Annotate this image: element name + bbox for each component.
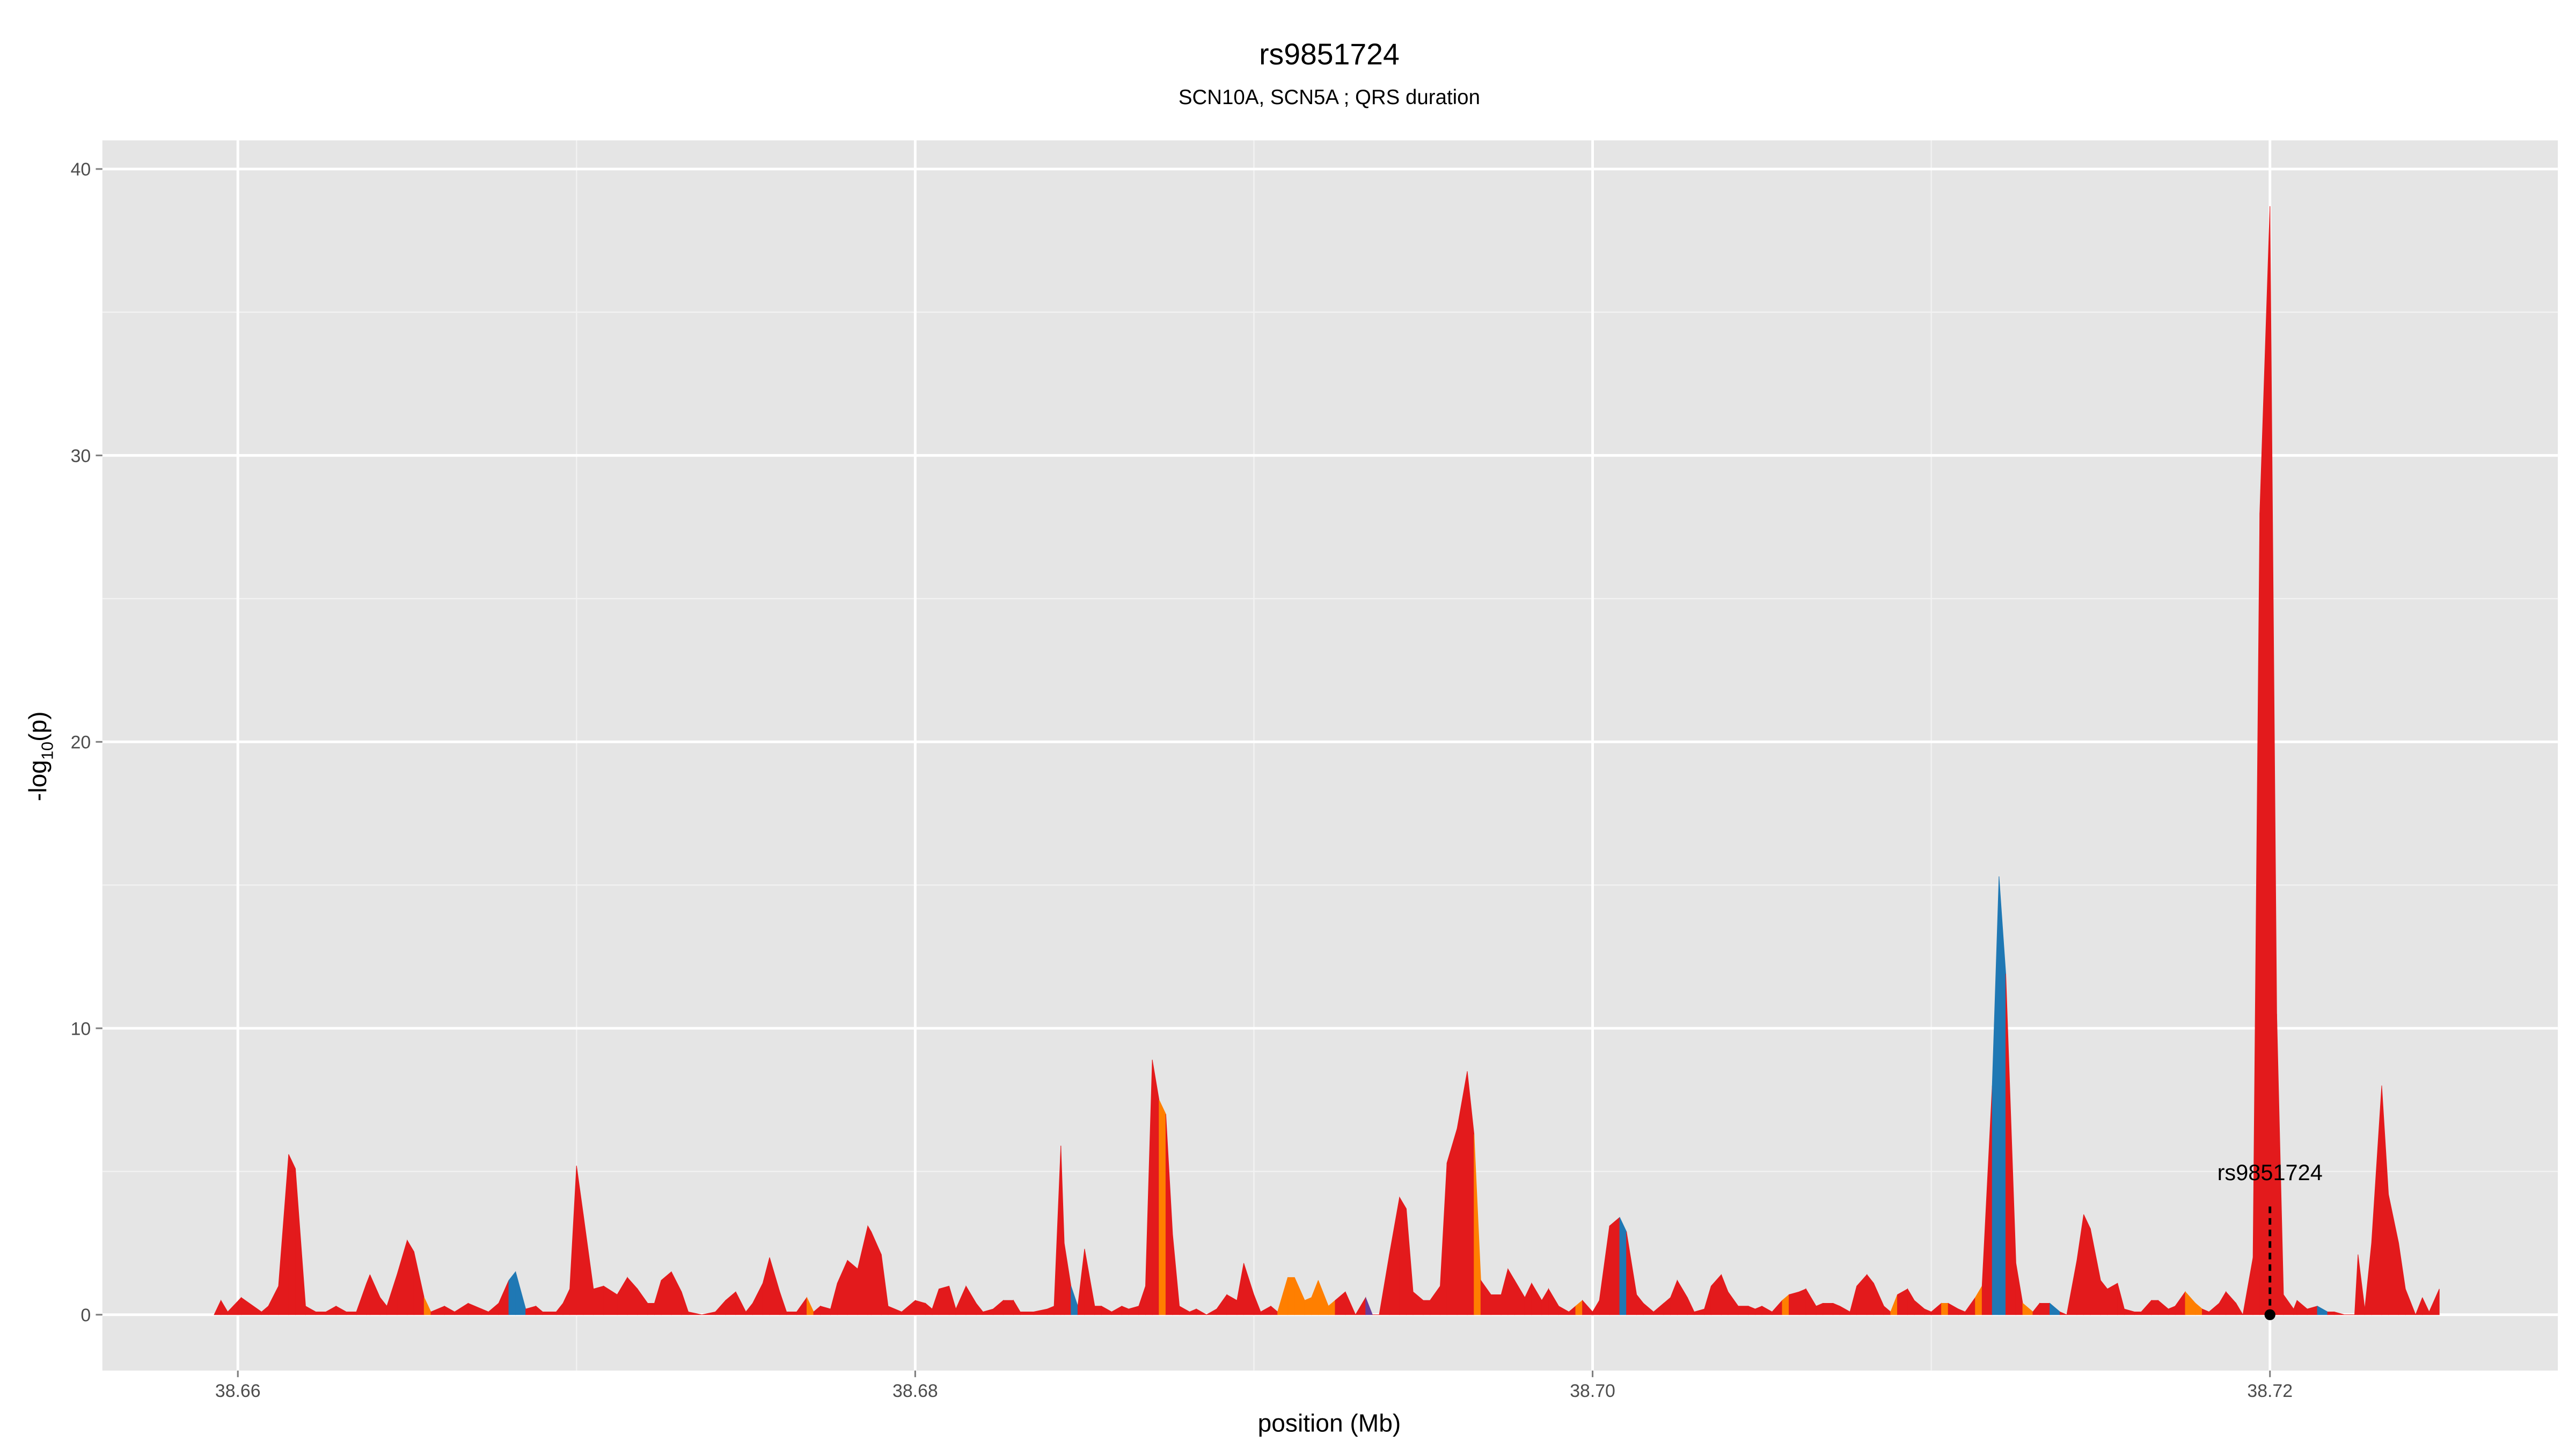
chart-subtitle: SCN10A, SCN5A ; QRS duration [1179, 86, 1480, 109]
area-segment [2405, 1289, 2416, 1315]
area-segment [1287, 1277, 1295, 1315]
x-tick-label: 38.72 [2247, 1381, 2293, 1401]
area-segment [1003, 1300, 1014, 1315]
area-segment [939, 1285, 949, 1315]
x-tick-label: 38.68 [892, 1381, 938, 1401]
area-segment [2083, 1214, 2091, 1315]
area-segment [2327, 1311, 2335, 1315]
y-tick-label: 10 [71, 1019, 91, 1039]
area-segment [2107, 1283, 2118, 1315]
area-segment [2059, 1311, 2067, 1315]
area-segment [1152, 1059, 1160, 1315]
y-tick-label: 30 [71, 446, 91, 466]
area-segment [2236, 1302, 2244, 1315]
area-segment [2334, 1311, 2345, 1315]
area-segment [2151, 1300, 2158, 1315]
area-segment [786, 1311, 797, 1315]
area-segment [1941, 1302, 1949, 1315]
area-segment [1365, 1297, 1373, 1315]
area-segment [2039, 1302, 2050, 1315]
area-segment [315, 1311, 326, 1315]
area-segment [1423, 1300, 1431, 1315]
area-segment [1490, 1294, 1502, 1315]
lead-snp-annotation: rs9851724 [2218, 1160, 2323, 1320]
area-segment [542, 1311, 557, 1315]
area-segment [1094, 1306, 1102, 1315]
area-segment [1738, 1306, 1749, 1315]
area-segment [1789, 1291, 1799, 1315]
x-axis-title: position (Mb) [1258, 1409, 1401, 1437]
plot-panel [102, 140, 2558, 1371]
area-segment [407, 1239, 414, 1315]
y-axis-title-tail: (p) [24, 711, 52, 741]
area-segment [1619, 1217, 1627, 1315]
association-area [214, 206, 2440, 1315]
area-segment [847, 1260, 858, 1315]
chart-title: rs9851724 [1259, 38, 1400, 71]
area-segment [1020, 1311, 1034, 1315]
area-segment [346, 1311, 357, 1315]
area-segment [688, 1311, 702, 1315]
area-segment [1609, 1217, 1620, 1315]
x-tick-label: 38.66 [215, 1381, 261, 1401]
x-tick-label: 38.70 [1570, 1381, 1615, 1401]
lead-snp-point [2264, 1309, 2275, 1320]
area-segment [867, 1225, 872, 1315]
area-segment [288, 1154, 296, 1315]
area-segment [1799, 1289, 1806, 1315]
y-axis-title-main: -log [24, 760, 52, 801]
y-tick-label: 0 [80, 1305, 91, 1326]
area-segment [1399, 1196, 1407, 1315]
area-segment [2428, 1289, 2440, 1315]
y-axis-ticks: 0 10 20 30 40 [71, 159, 103, 1326]
area-segment [1345, 1291, 1356, 1315]
area-segment [1823, 1302, 1834, 1315]
area-segment [2134, 1311, 2142, 1315]
y-tick-label: 40 [71, 159, 91, 180]
y-axis-title: -log10(p) [24, 711, 56, 801]
x-axis-ticks: 38.66 38.68 38.70 38.72 [215, 1370, 2293, 1401]
annotation-label: rs9851724 [2218, 1160, 2323, 1185]
area-segment [1196, 1308, 1208, 1315]
area-segment [1159, 1100, 1166, 1315]
area-segment [1304, 1297, 1312, 1315]
y-tick-label: 20 [71, 733, 91, 753]
area-segment [593, 1285, 604, 1315]
area-segment [647, 1302, 655, 1315]
y-axis-title-subscript: 10 [38, 742, 56, 760]
